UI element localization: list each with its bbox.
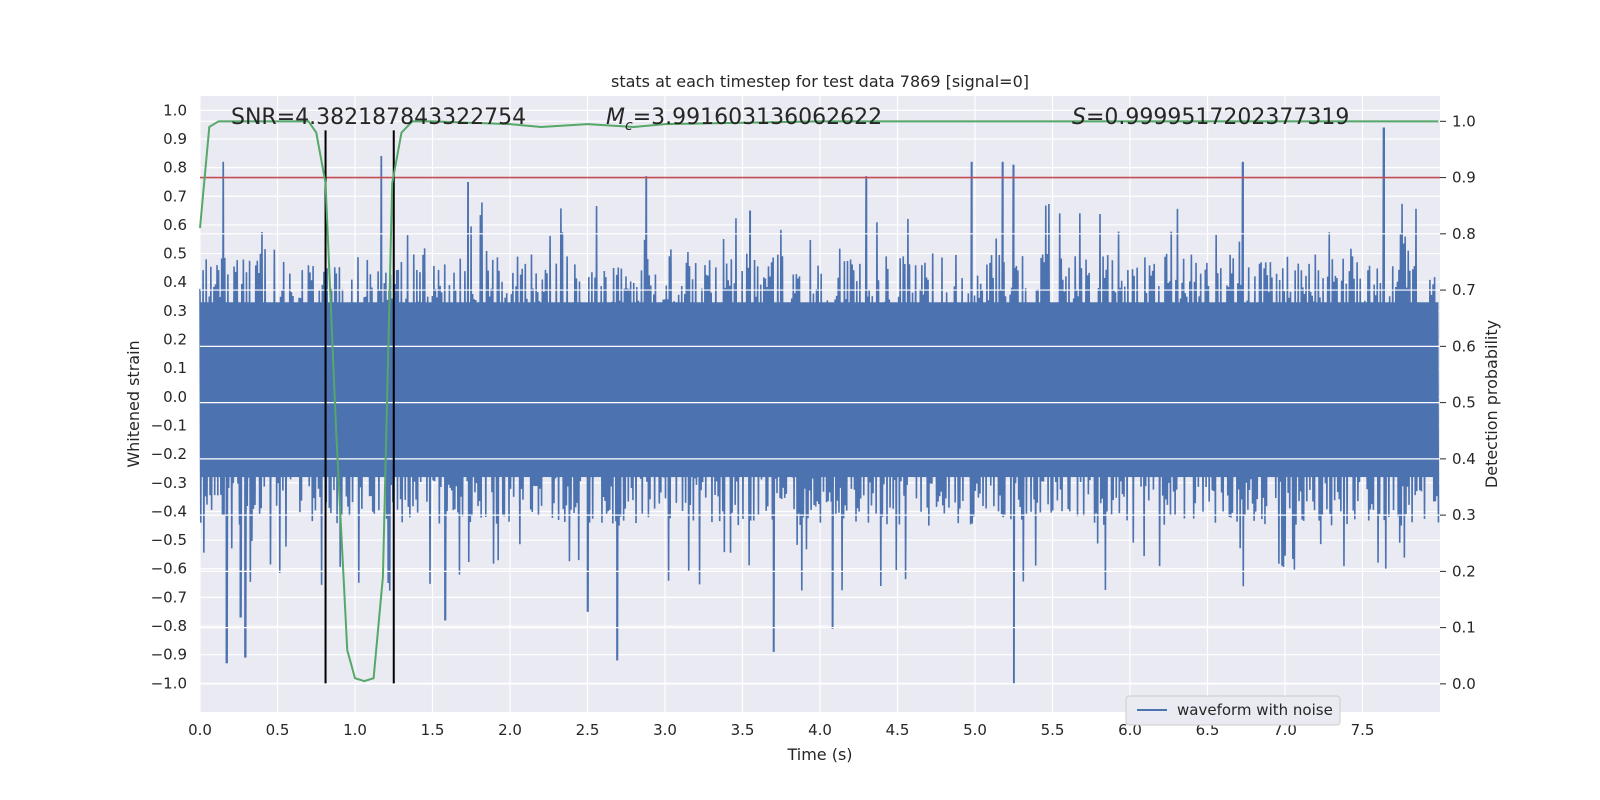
y2-tick-label: 0.5 xyxy=(1452,394,1476,412)
x-axis-label: Time (s) xyxy=(786,745,852,764)
x-tick-label: 3.0 xyxy=(653,721,677,739)
y2-ticks: 1.0 0.9 0.8 0.7 0.6 0.5 0.4 0.3 0.2 0.1 0.0 xyxy=(1440,112,1476,693)
detection-probability-line xyxy=(199,120,1439,683)
legend-label: waveform with noise xyxy=(1177,701,1333,719)
y2-tick-label: 0.3 xyxy=(1452,506,1476,524)
s-symbol: S xyxy=(1072,105,1086,130)
x-tick-label: 7.5 xyxy=(1351,721,1375,739)
s-value: =0.9999517202377319 xyxy=(1086,105,1349,130)
y-tick-label: −0.8 xyxy=(151,617,187,635)
y2-axis-label: Detection probability xyxy=(1482,320,1501,488)
y2-tick-label: 0.2 xyxy=(1452,562,1476,580)
strain-series xyxy=(199,127,1440,684)
y-tick-label: 0.1 xyxy=(163,359,187,377)
y2-tick-label: 0.8 xyxy=(1452,225,1476,243)
y-tick-label: 0.8 xyxy=(163,159,187,177)
y2-tick-label: 0.1 xyxy=(1452,619,1476,637)
x-tick-label: 0.5 xyxy=(266,721,290,739)
y-tick-label: 0.3 xyxy=(163,302,187,320)
x-tick-label: 1.0 xyxy=(343,721,367,739)
strain-line xyxy=(199,127,1440,684)
y-tick-label: −0.1 xyxy=(151,416,187,434)
y2-tick-label: 0.7 xyxy=(1452,281,1476,299)
reference-lines xyxy=(199,120,1440,685)
y2-tick-label: 0.9 xyxy=(1452,169,1476,187)
x-tick-label: 5.5 xyxy=(1041,721,1065,739)
x-tick-label: 0.0 xyxy=(188,721,212,739)
y-tick-label: 0.5 xyxy=(163,245,187,263)
y2-tick-label: 0.6 xyxy=(1452,337,1476,355)
chart-title: stats at each timestep for test data 786… xyxy=(611,72,1029,91)
chirp-mass-symbol: M xyxy=(606,105,625,130)
x-tick-label: 4.5 xyxy=(886,721,910,739)
y-tick-label: −0.2 xyxy=(151,445,187,463)
y-ticks: 1.0 0.9 0.8 0.7 0.6 0.5 0.4 0.3 0.2 0.1 0.0 −0.1 −0.… xyxy=(151,101,187,692)
x-tick-label: 2.5 xyxy=(576,721,600,739)
snr-annotation: SNR=4.382187843322754 xyxy=(231,105,526,130)
x-tick-label: 4.0 xyxy=(808,721,832,739)
s-annotation: S=0.9999517202377319 xyxy=(1072,105,1349,130)
y-tick-label: 0.4 xyxy=(163,273,187,291)
chirp-mass-value: =3.991603136062622 xyxy=(633,105,882,130)
y-tick-label: 0.9 xyxy=(163,130,187,148)
y-tick-label: 0.0 xyxy=(163,388,187,406)
x-tick-label: 3.5 xyxy=(731,721,755,739)
y-tick-label: 1.0 xyxy=(163,101,187,119)
legend-box xyxy=(1125,695,1341,726)
y-tick-label: −0.9 xyxy=(151,646,187,664)
x-tick-label: 2.0 xyxy=(498,721,522,739)
chirp-mass-subscript: c xyxy=(625,118,633,134)
y2-tick-label: 1.0 xyxy=(1452,112,1476,130)
y-axis-label: Whitened strain xyxy=(124,340,143,467)
y-tick-label: −0.4 xyxy=(151,502,187,520)
y-tick-label: −1.0 xyxy=(151,674,187,692)
y-tick-label: 0.2 xyxy=(163,331,187,349)
y-tick-label: −0.6 xyxy=(151,560,187,578)
y-tick-label: −0.7 xyxy=(151,588,187,606)
x-tick-label: 1.5 xyxy=(421,721,445,739)
y-tick-label: −0.3 xyxy=(151,474,187,492)
y2-tick-label: 0.4 xyxy=(1452,450,1476,468)
y-tick-label: −0.5 xyxy=(151,531,187,549)
chirp-mass-annotation: Mc=3.991603136062622 xyxy=(606,105,882,134)
legend: waveform with noise xyxy=(1125,695,1341,726)
y-tick-label: 0.6 xyxy=(163,216,187,234)
y-tick-label: 0.7 xyxy=(163,187,187,205)
y2-tick-label: 0.0 xyxy=(1452,675,1476,693)
x-tick-label: 5.0 xyxy=(963,721,987,739)
